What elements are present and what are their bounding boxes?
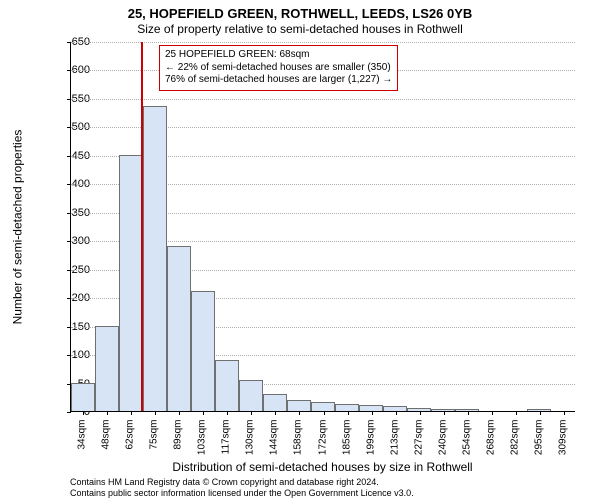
bar xyxy=(263,394,287,411)
annotation-line3: 76% of semi-detached houses are larger (… xyxy=(165,74,392,87)
bar xyxy=(239,380,263,411)
footnote: Contains HM Land Registry data © Crown c… xyxy=(70,477,575,498)
annotation-box: 25 HOPEFIELD GREEN: 68sqm ← 22% of semi-… xyxy=(159,45,398,91)
bar xyxy=(119,155,143,411)
x-axis-label: Distribution of semi-detached houses by … xyxy=(70,460,575,474)
bar xyxy=(215,360,239,411)
bar xyxy=(71,383,95,411)
annotation-line2: ← 22% of semi-detached houses are smalle… xyxy=(165,62,392,75)
footnote-line1: Contains HM Land Registry data © Crown c… xyxy=(70,477,575,487)
plot-area: 25 HOPEFIELD GREEN: 68sqm ← 22% of semi-… xyxy=(70,42,575,412)
chart-title-line1: 25, HOPEFIELD GREEN, ROTHWELL, LEEDS, LS… xyxy=(0,6,600,21)
chart-container: 25, HOPEFIELD GREEN, ROTHWELL, LEEDS, LS… xyxy=(0,0,600,500)
footnote-line2: Contains public sector information licen… xyxy=(70,488,575,498)
bar xyxy=(335,404,359,411)
reference-marker xyxy=(141,42,143,411)
bar xyxy=(143,106,167,411)
bar xyxy=(191,291,215,411)
annotation-line1: 25 HOPEFIELD GREEN: 68sqm xyxy=(165,49,392,62)
bar xyxy=(311,402,335,411)
y-axis-label: Number of semi-detached properties xyxy=(10,42,24,412)
chart-title-line2: Size of property relative to semi-detach… xyxy=(0,22,600,36)
bar xyxy=(95,326,119,411)
bar xyxy=(287,400,311,411)
bar xyxy=(167,246,191,411)
bars xyxy=(71,42,575,411)
